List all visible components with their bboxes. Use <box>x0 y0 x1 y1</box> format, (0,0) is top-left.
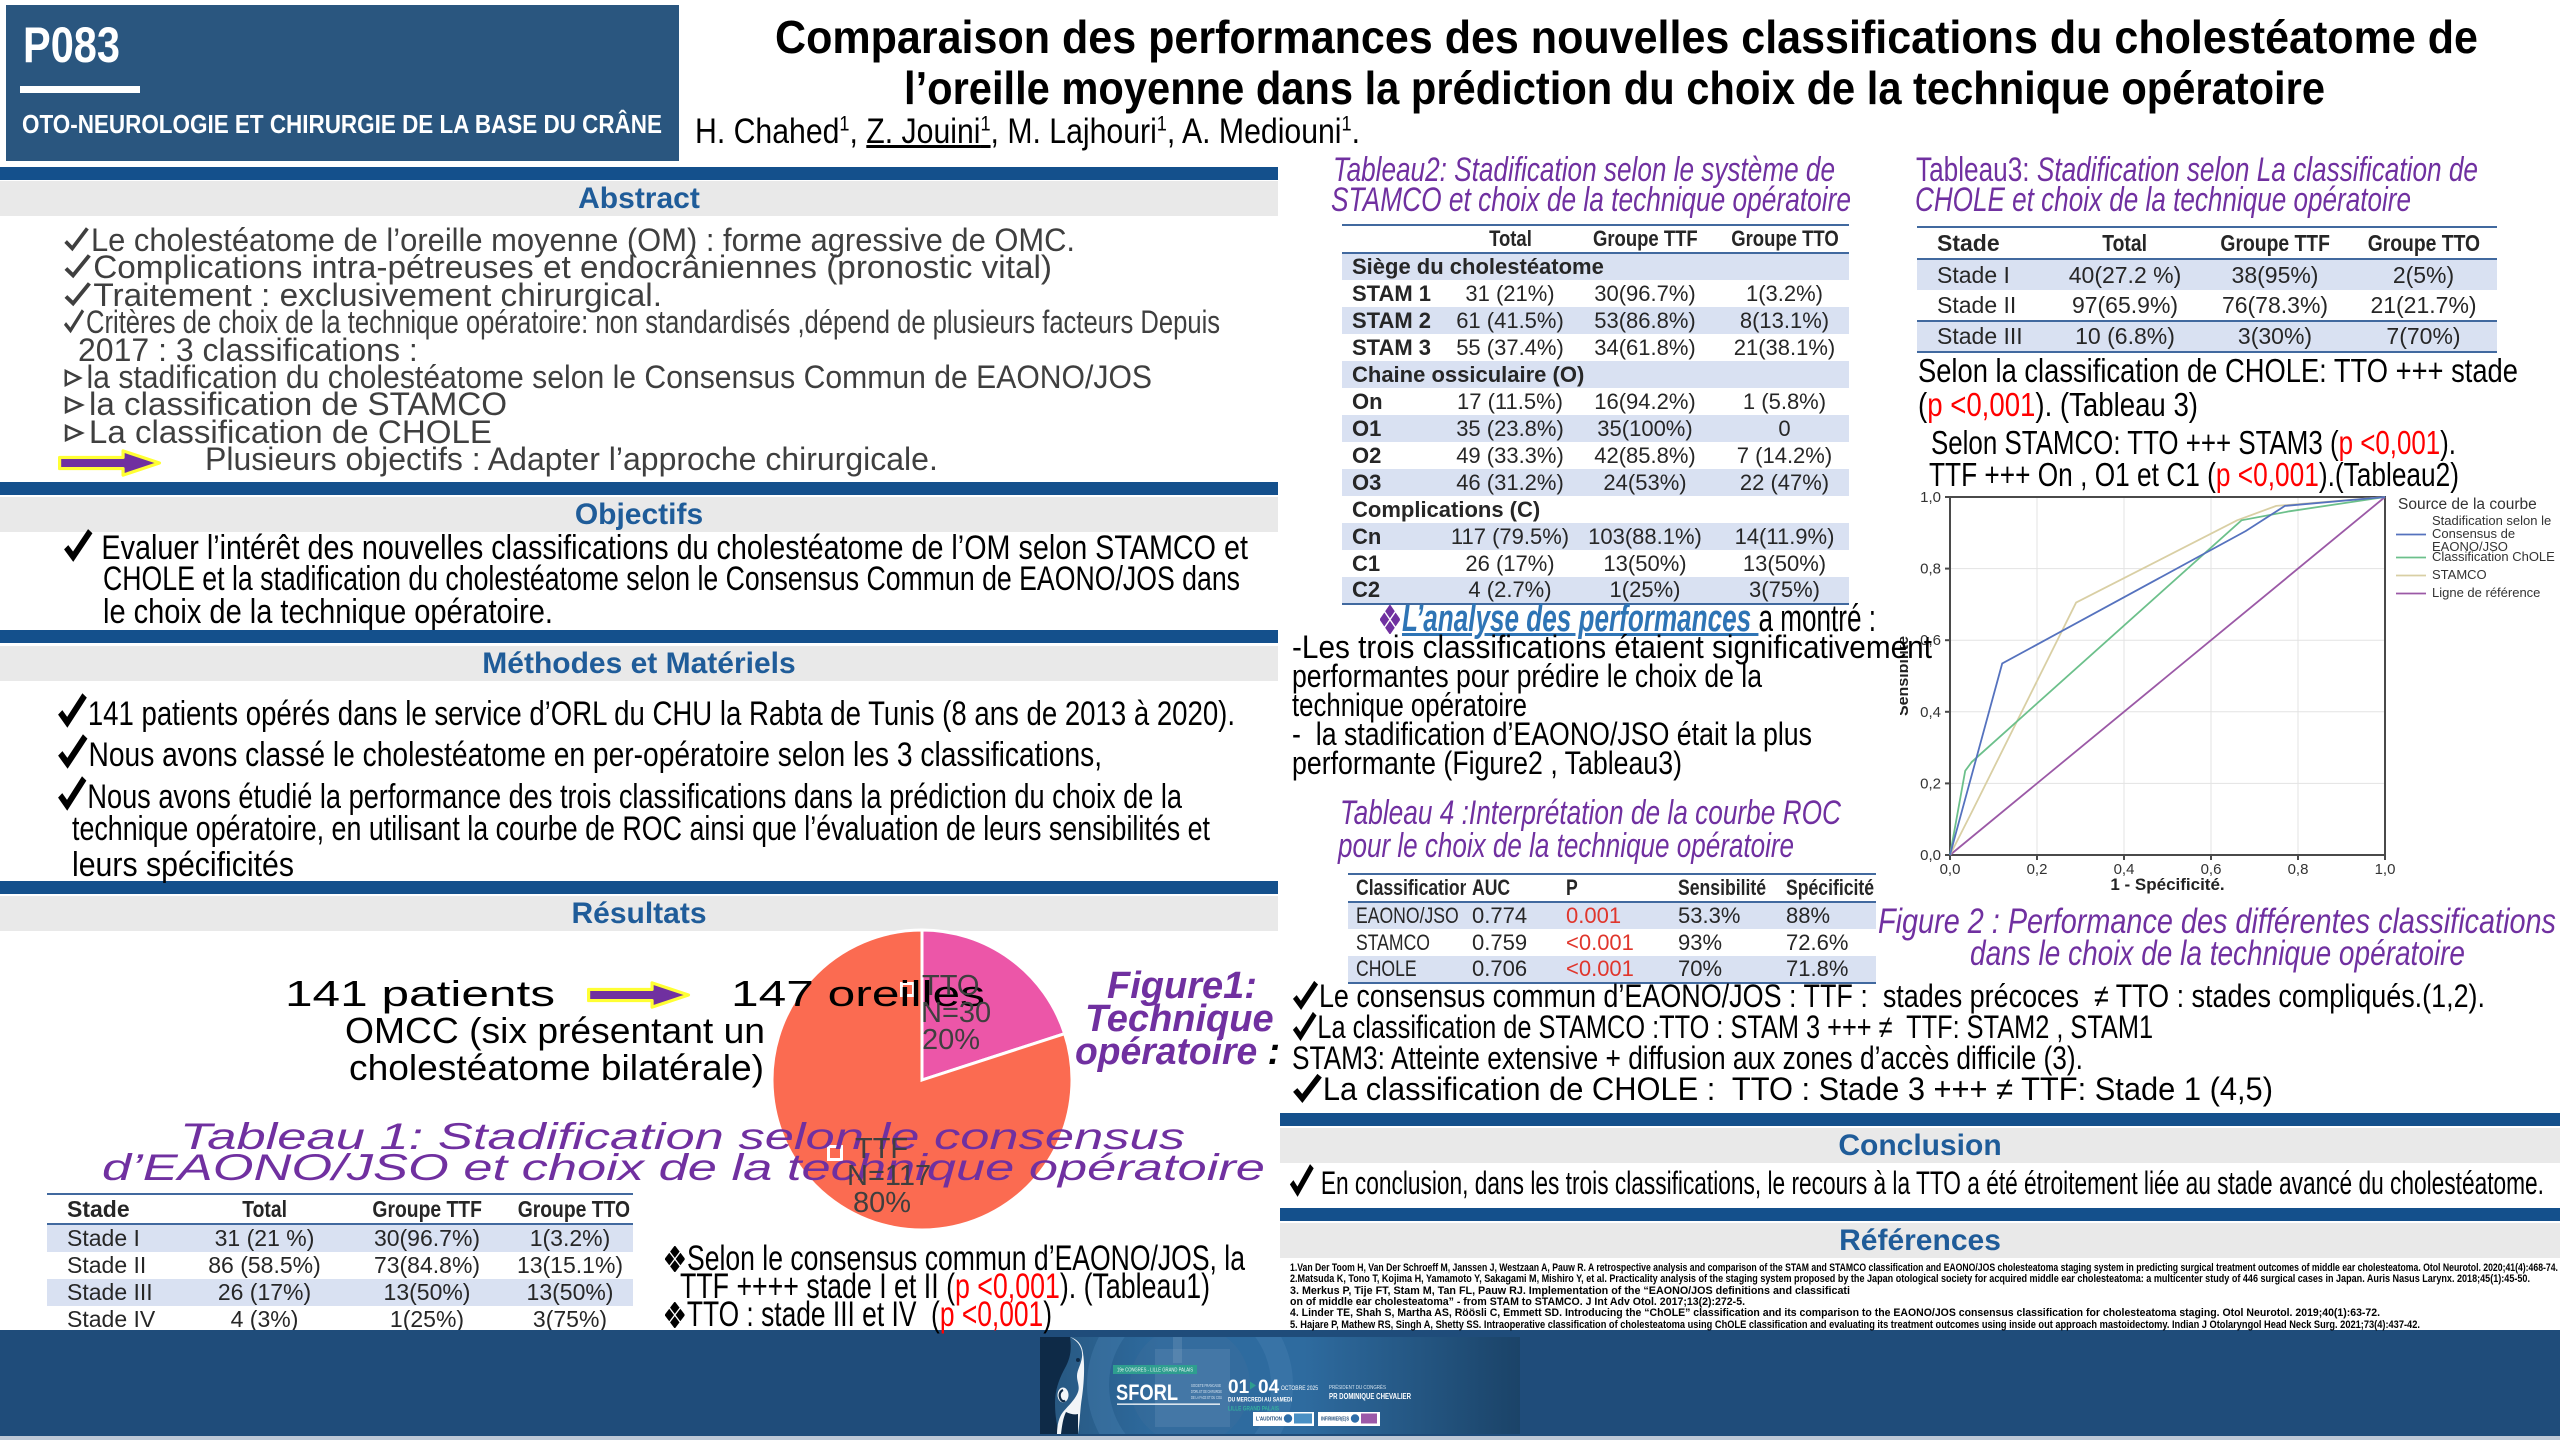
svg-text:01: 01 <box>1228 1377 1250 1398</box>
svg-text:Consensus de: Consensus de <box>2432 526 2515 541</box>
svg-text:0,0: 0,0 <box>1940 861 1961 878</box>
svg-text:Source de la courbe: Source de la courbe <box>2398 496 2537 513</box>
svg-text:OCTOBRE 2025: OCTOBRE 2025 <box>1281 1386 1319 1392</box>
svg-text:LILLE GRAND PALAIS: LILLE GRAND PALAIS <box>1228 1406 1279 1413</box>
svg-text:0,6: 0,6 <box>2201 861 2222 878</box>
svg-text:INFIRMIER(E)S: INFIRMIER(E)S <box>1321 1417 1350 1423</box>
svg-text:0,8: 0,8 <box>2288 861 2309 878</box>
svg-text:1,0: 1,0 <box>2375 861 2396 878</box>
svg-text:DE LA FACE ET DU COU: DE LA FACE ET DU COU <box>1191 1395 1222 1400</box>
svg-text:PRÉSIDENT DU CONGRÈS: PRÉSIDENT DU CONGRÈS <box>1329 1384 1386 1391</box>
svg-text:0,6: 0,6 <box>1920 632 1941 649</box>
svg-text:0,4: 0,4 <box>1920 704 1941 721</box>
svg-text:0,0: 0,0 <box>1920 847 1941 864</box>
svg-text:1,0: 1,0 <box>1920 489 1941 506</box>
svg-text:1 - Spécificité.: 1 - Spécificité. <box>2110 875 2224 894</box>
svg-text:EAONO/JSO: EAONO/JSO <box>2432 539 2508 554</box>
svg-text:0,2: 0,2 <box>1920 775 1941 792</box>
svg-text:Stadification selon le: Stadification selon le <box>2432 513 2551 528</box>
svg-text:0,8: 0,8 <box>1920 561 1941 578</box>
svg-text:SFORL: SFORL <box>1116 1380 1178 1405</box>
svg-text:PR DOMINIQUE CHEVALIER: PR DOMINIQUE CHEVALIER <box>1329 1392 1411 1401</box>
svg-text:0,2: 0,2 <box>2027 861 2048 878</box>
svg-text:Sensibilité: Sensibilité <box>1900 636 1912 716</box>
svg-text:Ligne de référence: Ligne de référence <box>2432 585 2540 600</box>
svg-text:DU MERCREDI AU SAMEDI: DU MERCREDI AU SAMEDI <box>1228 1397 1292 1404</box>
svg-text:Classification ChOLE: Classification ChOLE <box>2432 549 2555 564</box>
svg-text:STAMCO: STAMCO <box>2432 567 2487 582</box>
svg-text:L'AUDITION: L'AUDITION <box>1256 1417 1282 1423</box>
svg-text:19e CONGRES - LILLE GRAND PALA: 19e CONGRES - LILLE GRAND PALAIS <box>1117 1368 1193 1374</box>
svg-text:D'ORL ET DE CHIRURGIE: D'ORL ET DE CHIRURGIE <box>1191 1389 1222 1394</box>
svg-text:SOCIETE FRANCAISE: SOCIETE FRANCAISE <box>1191 1383 1221 1388</box>
svg-text:04: 04 <box>1258 1377 1280 1398</box>
svg-text:0,4: 0,4 <box>2114 861 2135 878</box>
